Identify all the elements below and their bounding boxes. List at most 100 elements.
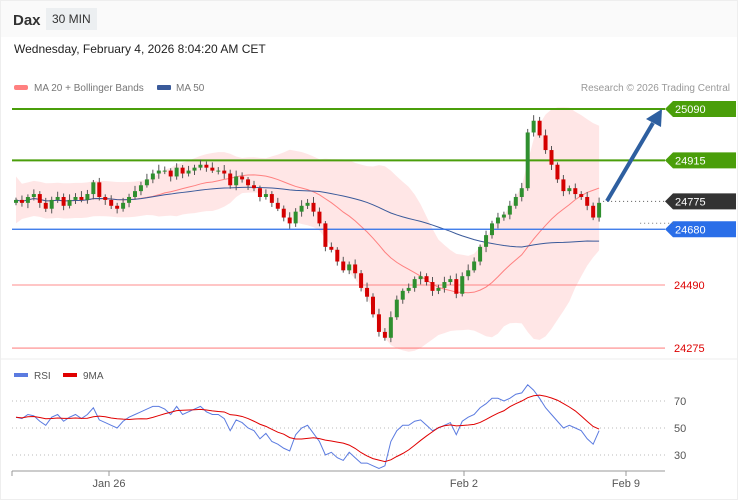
candle [168, 170, 173, 177]
datetime: Wednesday, February 4, 2026 8:04:20 AM C… [14, 42, 266, 56]
candle [579, 194, 584, 197]
ma50-legend: MA 50 [176, 83, 205, 94]
candle [121, 202, 126, 209]
candle [472, 261, 477, 271]
rsi-legend-swatch [14, 373, 28, 377]
candle [228, 173, 233, 186]
candle [418, 276, 423, 280]
level-tag [665, 221, 736, 238]
candle [448, 279, 453, 283]
candle [186, 170, 191, 174]
candle [115, 205, 120, 209]
candle [513, 196, 518, 206]
candle [478, 246, 483, 262]
candle [376, 314, 381, 332]
candle [204, 164, 209, 168]
candle [127, 196, 132, 203]
candle [519, 188, 524, 197]
rsi-ma-legend: 9MA [83, 371, 104, 382]
candle [246, 179, 251, 186]
candle [61, 196, 66, 206]
candle [490, 223, 494, 236]
candle [281, 208, 286, 218]
candle [501, 214, 506, 218]
candle [67, 199, 72, 206]
header: Dax 30 MIN [1, 1, 737, 37]
candle [257, 188, 262, 197]
rsi-ma-line [15, 394, 600, 463]
candle [311, 202, 316, 212]
candle [91, 182, 96, 195]
candle [156, 170, 161, 174]
instrument-title: Dax [13, 12, 41, 29]
candle [549, 150, 554, 165]
candle [85, 194, 90, 200]
candle [573, 188, 578, 195]
ma20-legend: MA 20 + Bollinger Bands [34, 83, 144, 94]
candle [19, 199, 24, 203]
level-tag [665, 101, 736, 117]
level-tag [665, 193, 736, 210]
rsi-ma-legend-swatch [63, 373, 77, 377]
candle [317, 211, 322, 224]
candle [412, 279, 417, 288]
candle [329, 246, 334, 250]
level-label: 25090 [675, 104, 706, 116]
candle [382, 331, 387, 338]
candle [97, 182, 102, 197]
candle [234, 176, 239, 186]
candle [79, 196, 84, 200]
candle [287, 217, 292, 224]
level-label: 24680 [675, 224, 706, 236]
rsi-tick-label: 50 [674, 423, 686, 435]
level-label: 24490 [674, 280, 705, 292]
candle [525, 132, 530, 189]
level-tag [665, 152, 736, 169]
candle [133, 191, 137, 197]
candle [305, 202, 310, 206]
candle [109, 199, 114, 206]
candle [299, 205, 304, 212]
ma50-line [15, 186, 600, 248]
x-tick-label: Jan 26 [92, 478, 125, 490]
candle [210, 167, 215, 171]
timeframe-button[interactable]: 30 MIN [46, 8, 97, 30]
candle [55, 196, 60, 200]
candle [430, 282, 435, 291]
level-label: 24275 [674, 343, 705, 355]
candle [222, 170, 227, 174]
candle [394, 299, 399, 318]
candle [460, 276, 465, 294]
candle [49, 199, 54, 209]
forecast-arrow [605, 121, 655, 203]
candle [597, 202, 602, 218]
candle [466, 270, 471, 277]
candle [555, 164, 560, 180]
candle [353, 264, 358, 274]
candle [335, 249, 340, 262]
candle [144, 179, 149, 186]
candle [567, 188, 572, 192]
candle [275, 202, 280, 209]
candle [323, 223, 328, 247]
rsi-legend: RSI [34, 371, 51, 382]
bollinger-band [16, 107, 600, 352]
candle [73, 196, 78, 200]
candle [198, 164, 203, 168]
forecast-arrow-head [646, 109, 662, 127]
candle [37, 194, 42, 203]
candle [263, 194, 268, 197]
candle [347, 264, 352, 271]
credit: Research © 2026 Trading Central [581, 83, 730, 94]
ma50-legend-swatch [157, 85, 171, 90]
candle [454, 279, 459, 294]
candle [180, 167, 185, 174]
candle [103, 196, 108, 200]
candle [537, 120, 542, 136]
candle [531, 120, 536, 133]
candle [341, 261, 346, 271]
ma20-legend-swatch [14, 85, 28, 90]
candle [406, 287, 411, 291]
